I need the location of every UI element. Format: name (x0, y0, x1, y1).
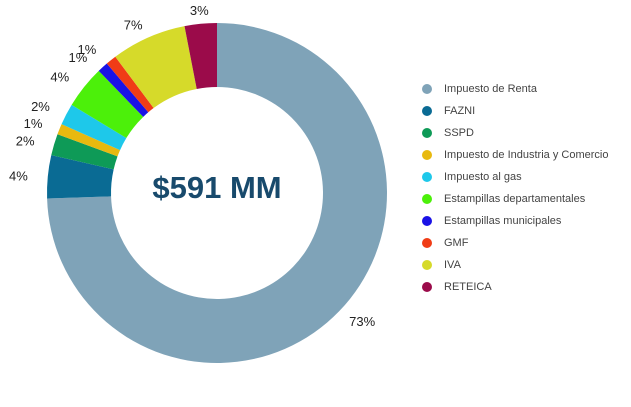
legend-label: GMF (444, 237, 469, 249)
legend-label: Impuesto al gas (444, 171, 522, 183)
legend-dot-icon (422, 84, 432, 94)
slice-sspd (51, 134, 118, 170)
legend-dot-icon (422, 282, 432, 292)
data-label: 1% (68, 50, 87, 65)
legend-label: Impuesto de Renta (444, 83, 537, 95)
slice-reteica (184, 23, 217, 89)
legend-dot-icon (422, 106, 432, 116)
slice-impuesto-de-renta (47, 23, 388, 363)
legend-dot-icon (422, 238, 432, 248)
legend-item: Impuesto al gas (420, 166, 608, 188)
legend-item: IVA (420, 254, 608, 276)
legend: Impuesto de Renta FAZNI SSPD Impuesto de In… (420, 78, 608, 298)
data-label: 1% (77, 42, 96, 57)
data-label: 2% (16, 134, 35, 149)
slice-impuesto-de-industria-y-comercio (57, 124, 121, 157)
legend-label: Estampillas departamentales (444, 193, 586, 205)
legend-label: Estampillas municipales (444, 215, 562, 227)
data-label: 4% (50, 69, 69, 84)
legend-label: Impuesto de Industria y Comercio (444, 149, 609, 161)
data-label: 7% (124, 18, 143, 33)
legend-dot-icon (422, 260, 432, 270)
slice-iva (115, 26, 197, 109)
legend-label: FAZNI (444, 105, 476, 117)
slice-gmf (106, 56, 154, 113)
legend-dot-icon (422, 194, 432, 204)
legend-dot-icon (422, 216, 432, 226)
slice-estampillas-departamentales (71, 70, 144, 139)
data-label: 3% (190, 3, 209, 18)
data-label: 73% (349, 314, 375, 329)
legend-dot-icon (422, 172, 432, 182)
legend-item: Estampillas municipales (420, 210, 608, 232)
legend-item: Estampillas departamentales (420, 188, 608, 210)
legend-item: RETEICA (420, 276, 608, 298)
slice-impuesto-al-gas (61, 104, 127, 151)
legend-label: RETEICA (444, 281, 492, 293)
slice-fazni (47, 155, 114, 199)
legend-item: GMF (420, 232, 608, 254)
center-total-label: $591 MM (152, 170, 282, 205)
legend-item: SSPD (420, 122, 608, 144)
legend-item: FAZNI (420, 100, 608, 122)
legend-item: Impuesto de Renta (420, 78, 608, 100)
slice-estampillas-municipales (98, 63, 149, 117)
data-label: 2% (31, 99, 50, 114)
legend-dot-icon (422, 128, 432, 138)
data-label: 4% (9, 168, 28, 183)
legend-label: SSPD (444, 127, 474, 139)
legend-label: IVA (444, 259, 461, 271)
legend-item: Impuesto de Industria y Comercio (420, 144, 608, 166)
data-label: 1% (24, 116, 43, 131)
legend-dot-icon (422, 150, 432, 160)
